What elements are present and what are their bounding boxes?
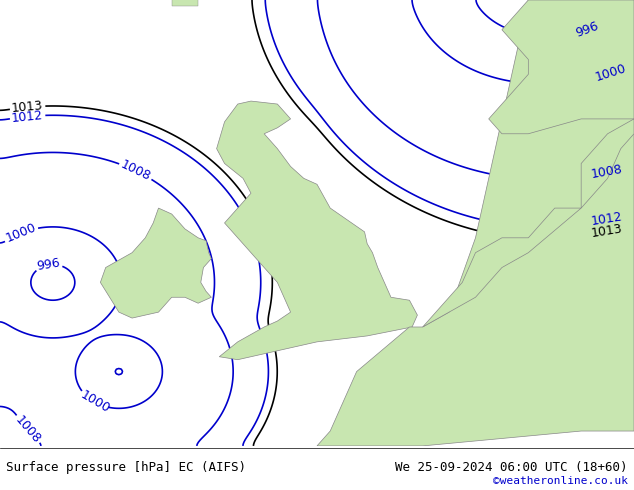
Text: 1000: 1000 — [4, 221, 38, 245]
Text: 1000: 1000 — [79, 389, 112, 416]
Text: 1013: 1013 — [11, 99, 44, 115]
Text: Surface pressure [hPa] EC (AIFS): Surface pressure [hPa] EC (AIFS) — [6, 462, 247, 474]
Polygon shape — [217, 101, 417, 360]
Polygon shape — [317, 0, 634, 446]
Text: ©weatheronline.co.uk: ©weatheronline.co.uk — [493, 476, 628, 486]
Text: 1012: 1012 — [590, 211, 623, 228]
Text: We 25-09-2024 06:00 UTC (18+60): We 25-09-2024 06:00 UTC (18+60) — [395, 462, 628, 474]
Polygon shape — [489, 0, 634, 134]
Text: 1000: 1000 — [593, 62, 628, 84]
Text: 996: 996 — [36, 257, 61, 273]
Text: 1008: 1008 — [119, 158, 153, 184]
Text: 1008: 1008 — [590, 163, 623, 181]
Text: 1012: 1012 — [11, 108, 44, 124]
Polygon shape — [172, 0, 198, 6]
Polygon shape — [423, 208, 581, 327]
Text: 1008: 1008 — [12, 413, 43, 446]
Text: 1013: 1013 — [590, 222, 623, 240]
Polygon shape — [100, 208, 211, 318]
Polygon shape — [581, 119, 634, 208]
Text: 996: 996 — [574, 20, 600, 40]
